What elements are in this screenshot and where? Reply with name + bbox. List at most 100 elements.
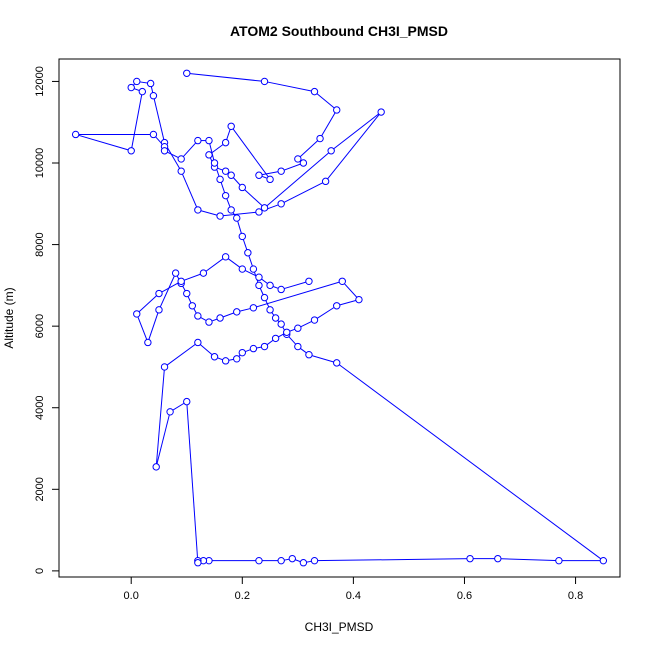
data-point <box>146 79 155 88</box>
data-point <box>299 559 308 567</box>
series-line-segment <box>325 111 382 182</box>
data-point <box>255 273 263 281</box>
data-point <box>166 408 174 416</box>
series-line-segment <box>181 272 204 282</box>
y-tick-label: 10000 <box>34 148 46 179</box>
data-point <box>221 253 230 261</box>
data-point <box>227 171 235 179</box>
series-line-segment <box>319 109 338 139</box>
data-point <box>238 232 246 241</box>
data-point <box>227 206 235 214</box>
y-tick-label: 6000 <box>34 314 46 338</box>
data-point <box>216 175 224 184</box>
y-tick-label: 4000 <box>34 395 46 419</box>
series-line-segment <box>241 187 265 209</box>
data-point <box>294 342 302 351</box>
series-line-segment <box>208 140 216 164</box>
data-point <box>233 308 241 316</box>
data-point <box>494 554 502 563</box>
data-point <box>260 77 269 86</box>
data-point <box>333 106 341 114</box>
data-point <box>227 122 235 130</box>
data-point <box>194 206 202 214</box>
x-tick-label: 0.4 <box>346 590 361 602</box>
data-point <box>194 338 202 347</box>
data-point <box>305 351 313 359</box>
data-point <box>177 155 185 163</box>
data-point <box>255 171 263 179</box>
data-point <box>188 302 197 310</box>
data-point <box>255 281 263 290</box>
data-point <box>238 348 246 357</box>
data-point <box>210 353 219 361</box>
series-line-segment <box>314 558 471 562</box>
series-line-segment <box>497 558 559 562</box>
data-point <box>271 334 280 343</box>
data-point <box>249 265 258 273</box>
series-line-segment <box>136 293 160 315</box>
series-line-segment <box>180 140 199 160</box>
x-axis-ticks: 0.0 0.2 0.4 0.6 0.8 <box>124 577 583 602</box>
x-axis-label: CH3I_PMSD <box>305 620 374 634</box>
series-line-segment <box>158 280 182 294</box>
series-line-segment <box>220 211 260 217</box>
series-line-segment <box>75 133 132 152</box>
data-point <box>71 130 80 139</box>
series-line-segment <box>158 272 177 311</box>
data-point <box>221 357 230 365</box>
x-tick-label: 0.2 <box>235 590 250 602</box>
data-point <box>127 147 135 155</box>
data-point <box>310 87 319 96</box>
data-point <box>205 136 213 145</box>
data-point <box>316 134 324 143</box>
data-point <box>599 556 608 565</box>
chart-title: ATOM2 Southbound CH3I_PMSD <box>230 23 448 39</box>
series-line-segment <box>147 309 160 343</box>
data-point <box>255 208 263 216</box>
data-point <box>177 167 185 175</box>
data-point <box>299 159 308 167</box>
data-point <box>249 304 258 312</box>
series-line-segment <box>264 80 315 93</box>
data-point <box>149 130 158 139</box>
y-tick-label: 0 <box>34 568 46 574</box>
data-point <box>377 108 385 116</box>
data-point <box>310 316 319 324</box>
series-line-segment <box>203 256 226 274</box>
data-point <box>266 306 274 314</box>
data-point <box>152 463 160 471</box>
data-point <box>277 200 285 208</box>
series-line-segment <box>180 170 199 211</box>
data-point <box>294 155 302 163</box>
data-point <box>133 310 141 318</box>
data-point <box>321 177 330 186</box>
data-point <box>183 397 191 406</box>
plot-frame <box>58 58 621 578</box>
data-point <box>155 306 163 314</box>
x-tick-label: 0.8 <box>568 590 583 602</box>
data-point <box>277 556 285 565</box>
data-point <box>238 183 246 192</box>
data-point <box>155 289 163 298</box>
series-line-segment <box>280 180 326 205</box>
data-point <box>199 269 208 277</box>
series-line-segment <box>197 209 221 217</box>
series-line-segment <box>308 354 337 364</box>
series-line-segment <box>314 91 338 111</box>
series-line-segment <box>297 138 321 160</box>
data-point <box>177 277 185 285</box>
series-line-segment <box>155 366 166 467</box>
y-tick-label: 8000 <box>34 232 46 256</box>
data-point <box>221 138 230 147</box>
data-point <box>210 159 219 167</box>
series-line-segment <box>152 95 166 143</box>
data-point <box>355 295 363 304</box>
series-line-segment <box>314 305 337 321</box>
data-point <box>194 559 202 567</box>
y-axis-label: Altitude (m) <box>2 287 16 348</box>
data-point <box>144 338 152 347</box>
data-point <box>183 69 191 77</box>
series-line-segment <box>130 91 143 151</box>
series-line-segment <box>186 72 265 82</box>
